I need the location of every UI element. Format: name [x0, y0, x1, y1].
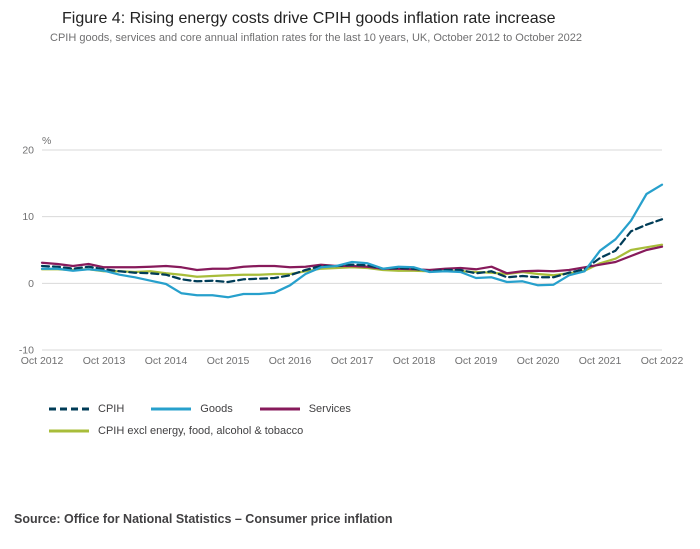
x-tick-label: Oct 2017 [331, 355, 374, 367]
figure-subtitle: CPIH goods, services and core annual inf… [50, 32, 582, 44]
x-tick-label: Oct 2016 [269, 355, 312, 367]
x-tick-label: Oct 2020 [517, 355, 560, 367]
series-line-cpih [40, 218, 664, 284]
y-tick-label: 10 [22, 211, 34, 223]
x-tick-label: Oct 2019 [455, 355, 498, 367]
legend-item-goods[interactable]: Goods [150, 403, 233, 415]
legend-item-core[interactable]: CPIH excl energy, food, alcohol & tobacc… [48, 425, 303, 437]
cpih-line-swatch [49, 407, 89, 411]
legend-item-services[interactable]: Services [259, 403, 351, 415]
inflation-line-chart: 20 10 0 -10% Oct 2012 Oct 2013 Oct 2014 Oct 201… [19, 135, 684, 367]
chart-area: 20 10 0 -10% Oct 2012 Oct 2013 Oct 2014 Oct 201… [0, 128, 700, 379]
y-tick-label: -10 [19, 345, 34, 357]
figure-page: Figure 4: Rising energy costs drive CPIH… [0, 10, 700, 526]
series-line-goods [40, 183, 664, 299]
legend-label-goods: Goods [200, 403, 233, 415]
chart-legend: CPIH Goods Services CPIH excl energy, fo… [48, 403, 408, 437]
x-tick-label: Oct 2022 [641, 355, 684, 367]
services-line-swatch [259, 407, 300, 411]
x-tick-label: Oct 2018 [393, 355, 436, 367]
legend-label-cpih: CPIH [98, 403, 125, 415]
x-tick-label: Oct 2012 [21, 355, 64, 367]
legend-item-cpih[interactable]: CPIH [48, 403, 124, 415]
figure-title: Figure 4: Rising energy costs drive CPIH… [62, 10, 556, 27]
y-tick-label: 0 [28, 278, 34, 290]
series-line-services [40, 245, 664, 275]
legend-label-services: Services [308, 403, 351, 415]
x-tick-label: Oct 2015 [207, 355, 250, 367]
y-axis-unit-label: % [42, 135, 51, 147]
goods-line-swatch [151, 407, 192, 411]
x-tick-label: Oct 2014 [145, 355, 188, 367]
legend-label-core: CPIH excl energy, food, alcohol & tobacc… [98, 425, 304, 437]
x-tick-label: Oct 2021 [579, 355, 622, 367]
x-tick-label: Oct 2013 [83, 355, 126, 367]
y-tick-label: 20 [22, 145, 34, 157]
core-line-swatch [49, 429, 89, 433]
source-attribution: Source: Office for National Statistics –… [14, 512, 393, 526]
